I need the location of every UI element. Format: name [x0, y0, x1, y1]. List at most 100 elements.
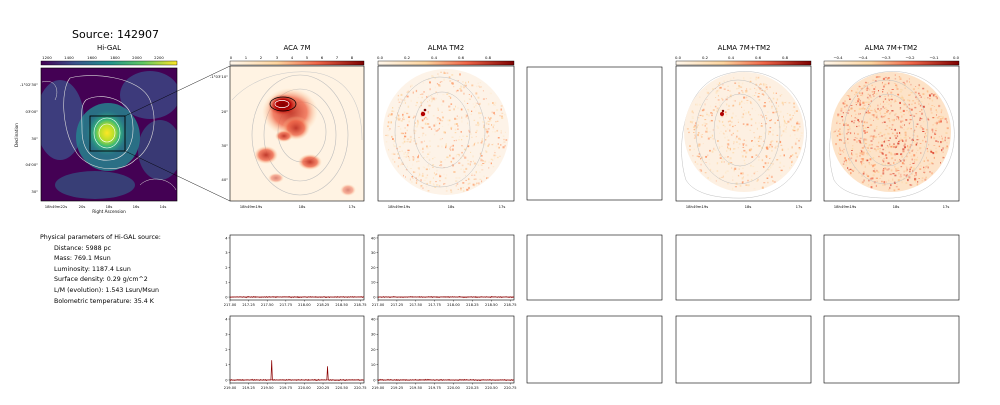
- speckle-dot: [434, 173, 437, 176]
- speckle-dot: [901, 95, 903, 97]
- speckle-dot: [851, 150, 853, 151]
- speckle-dot: [780, 169, 783, 172]
- speckle-dot: [772, 97, 775, 100]
- speckle-dot: [696, 103, 699, 106]
- speckle-dot: [728, 97, 731, 99]
- speckle-dot: [445, 144, 447, 147]
- speckle-dot: [415, 177, 417, 179]
- speckle-dot: [742, 172, 744, 175]
- speckle-dot: [701, 134, 704, 135]
- speckle-dot: [711, 114, 713, 117]
- speckle-dot: [775, 105, 777, 107]
- speckle-dot: [766, 148, 769, 150]
- speckle-dot: [692, 155, 694, 157]
- alma7mtm2-b-colorbar-ticks: −0.4 −0.4 −0.3 −0.2 −0.1 0.0: [833, 55, 959, 60]
- speckle-dot: [884, 107, 887, 109]
- speckle-dot: [448, 105, 451, 108]
- speckle-dot: [708, 159, 710, 161]
- speckle-dot: [858, 102, 861, 104]
- speckle-dot: [849, 168, 852, 170]
- speckle-dot: [882, 170, 883, 172]
- speckle-dot: [449, 96, 452, 99]
- speckle-dot: [911, 139, 913, 141]
- speckle-dot: [896, 145, 899, 147]
- speckle-dot: [902, 109, 905, 112]
- x-tick-label: 220.00: [298, 386, 311, 390]
- speckle-dot: [730, 78, 732, 81]
- speckle-dot: [755, 154, 758, 156]
- speckle-dot: [931, 163, 934, 165]
- alma7mtm2-b-x-tick: 17s: [943, 204, 950, 209]
- speckle-dot: [883, 141, 885, 143]
- speckle-dot: [714, 149, 717, 151]
- speckle-dot: [879, 178, 881, 179]
- speckle-dot: [438, 122, 441, 125]
- speckle-dot: [427, 94, 429, 97]
- speckle-dot: [900, 153, 902, 156]
- speckle-dot: [867, 126, 870, 128]
- spectrum-frame: [377, 234, 515, 301]
- speckle-dot: [875, 145, 878, 148]
- speckle-dot: [935, 95, 938, 98]
- speckle-dot: [883, 85, 885, 88]
- speckle-dot: [443, 72, 446, 74]
- speckle-dot: [884, 83, 887, 86]
- speckle-dot: [776, 134, 779, 136]
- speckle-dot: [455, 123, 458, 125]
- speckle-dot: [851, 152, 853, 155]
- speckle-dot: [741, 116, 744, 119]
- speckle-dot: [448, 76, 451, 79]
- aca7m-cbar-tick: 7: [336, 55, 339, 60]
- speckle-dot: [863, 104, 866, 106]
- speckle-dot: [460, 108, 463, 111]
- speckle-dot: [449, 146, 451, 148]
- speckle-dot: [909, 168, 911, 171]
- speckle-dot: [404, 135, 407, 138]
- speckle-dot: [868, 162, 870, 164]
- speckle-dot: [491, 124, 493, 126]
- speckle-dot: [410, 138, 412, 141]
- speckle-dot: [910, 114, 913, 116]
- alma7mtm2-b-x-ticks: 18h49m19s 18s 17s: [834, 204, 950, 209]
- speckle-dot: [496, 120, 499, 122]
- speckle-dot: [745, 90, 747, 93]
- speckle-dot: [775, 92, 777, 94]
- speckle-dot: [868, 124, 870, 126]
- speckle-dot: [872, 170, 875, 172]
- speckle-dot: [403, 156, 405, 158]
- speckle-dot: [399, 164, 402, 166]
- speckle-dot: [408, 90, 409, 92]
- speckle-dot: [471, 145, 474, 147]
- speckle-dot: [483, 143, 486, 146]
- speckle-dot: [911, 114, 914, 116]
- speckle-dot: [931, 172, 933, 175]
- speckle-dot: [495, 104, 496, 106]
- speckle-dot: [774, 122, 776, 124]
- speckle-dot: [793, 130, 796, 132]
- speckle-dot: [903, 137, 906, 139]
- speckle-dot: [770, 157, 772, 159]
- speckle-dot: [919, 84, 921, 87]
- spectrum-line: [230, 360, 364, 381]
- speckle-dot: [721, 158, 724, 161]
- speckle-dot: [914, 161, 916, 163]
- speckle-dot: [905, 159, 907, 161]
- speckle-dot: [751, 107, 753, 110]
- speckle-dot: [709, 136, 712, 139]
- speckle-dot: [889, 98, 892, 100]
- speckle-dot: [441, 138, 443, 140]
- speckle-dot: [841, 116, 843, 118]
- speckle-dot: [426, 174, 429, 176]
- speckle-dot: [386, 134, 389, 137]
- speckle-dot: [914, 177, 917, 180]
- speckle-dot: [883, 121, 886, 123]
- speckle-dot: [491, 111, 493, 114]
- speckle-dot: [429, 168, 430, 170]
- speckle-dot: [783, 118, 785, 121]
- params-heading: Physical parameters of Hi-GAL source:: [40, 234, 161, 241]
- speckle-dot: [869, 94, 871, 97]
- speckle-dot: [768, 101, 771, 103]
- speckle-dot: [933, 137, 936, 140]
- speckle-dot: [432, 115, 435, 117]
- speckle-dot: [758, 135, 761, 138]
